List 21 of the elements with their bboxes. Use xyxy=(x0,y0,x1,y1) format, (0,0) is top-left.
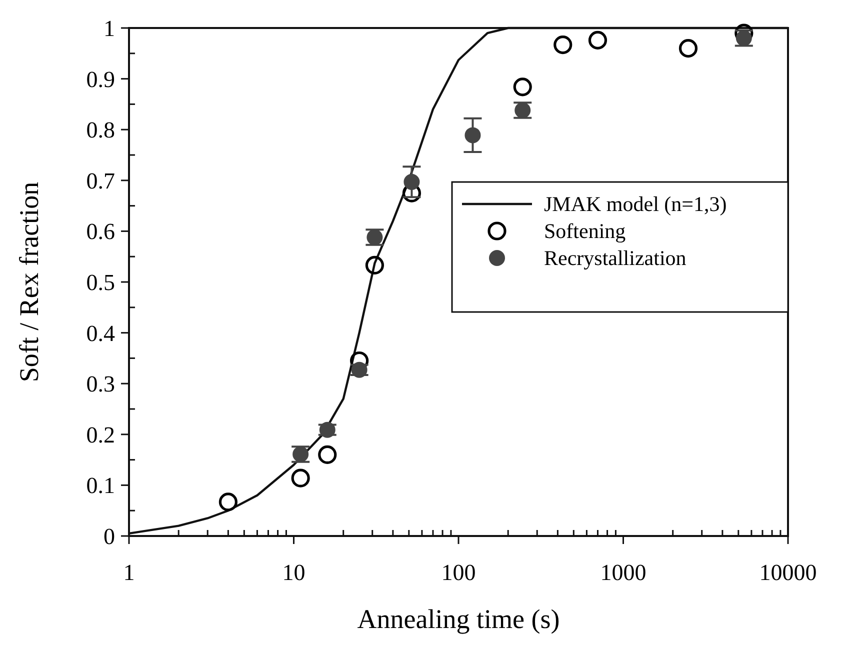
y-tick-label: 0.7 xyxy=(86,168,115,194)
legend-label: Recrystallization xyxy=(544,246,687,270)
y-tick-label: 0.6 xyxy=(86,219,115,244)
x-tick-label: 100 xyxy=(441,560,476,585)
y-tick-label: 1 xyxy=(104,16,115,41)
y-tick-label: 0.8 xyxy=(86,118,115,143)
y-tick-label: 0.3 xyxy=(86,372,115,397)
y-axis-title: Soft / Rex fraction xyxy=(14,181,44,382)
x-tick-label: 10000 xyxy=(759,560,817,585)
x-tick-label: 10 xyxy=(282,560,306,585)
y-tick-label: 0.2 xyxy=(86,422,115,448)
y-tick-label: 0.1 xyxy=(86,473,115,498)
legend-label: Softening xyxy=(544,219,626,243)
x-axis-title: Annealing time (s) xyxy=(357,604,560,634)
legend-label: JMAK model (n=1,3) xyxy=(544,192,727,216)
y-tick-label: 0.9 xyxy=(86,66,115,92)
x-tick-label: 1000 xyxy=(600,560,646,585)
y-tick-label: 0.4 xyxy=(86,320,116,346)
y-tick-label: 0 xyxy=(104,524,115,549)
y-tick-label: 0.5 xyxy=(86,270,115,295)
x-tick-label: 1 xyxy=(123,560,135,585)
